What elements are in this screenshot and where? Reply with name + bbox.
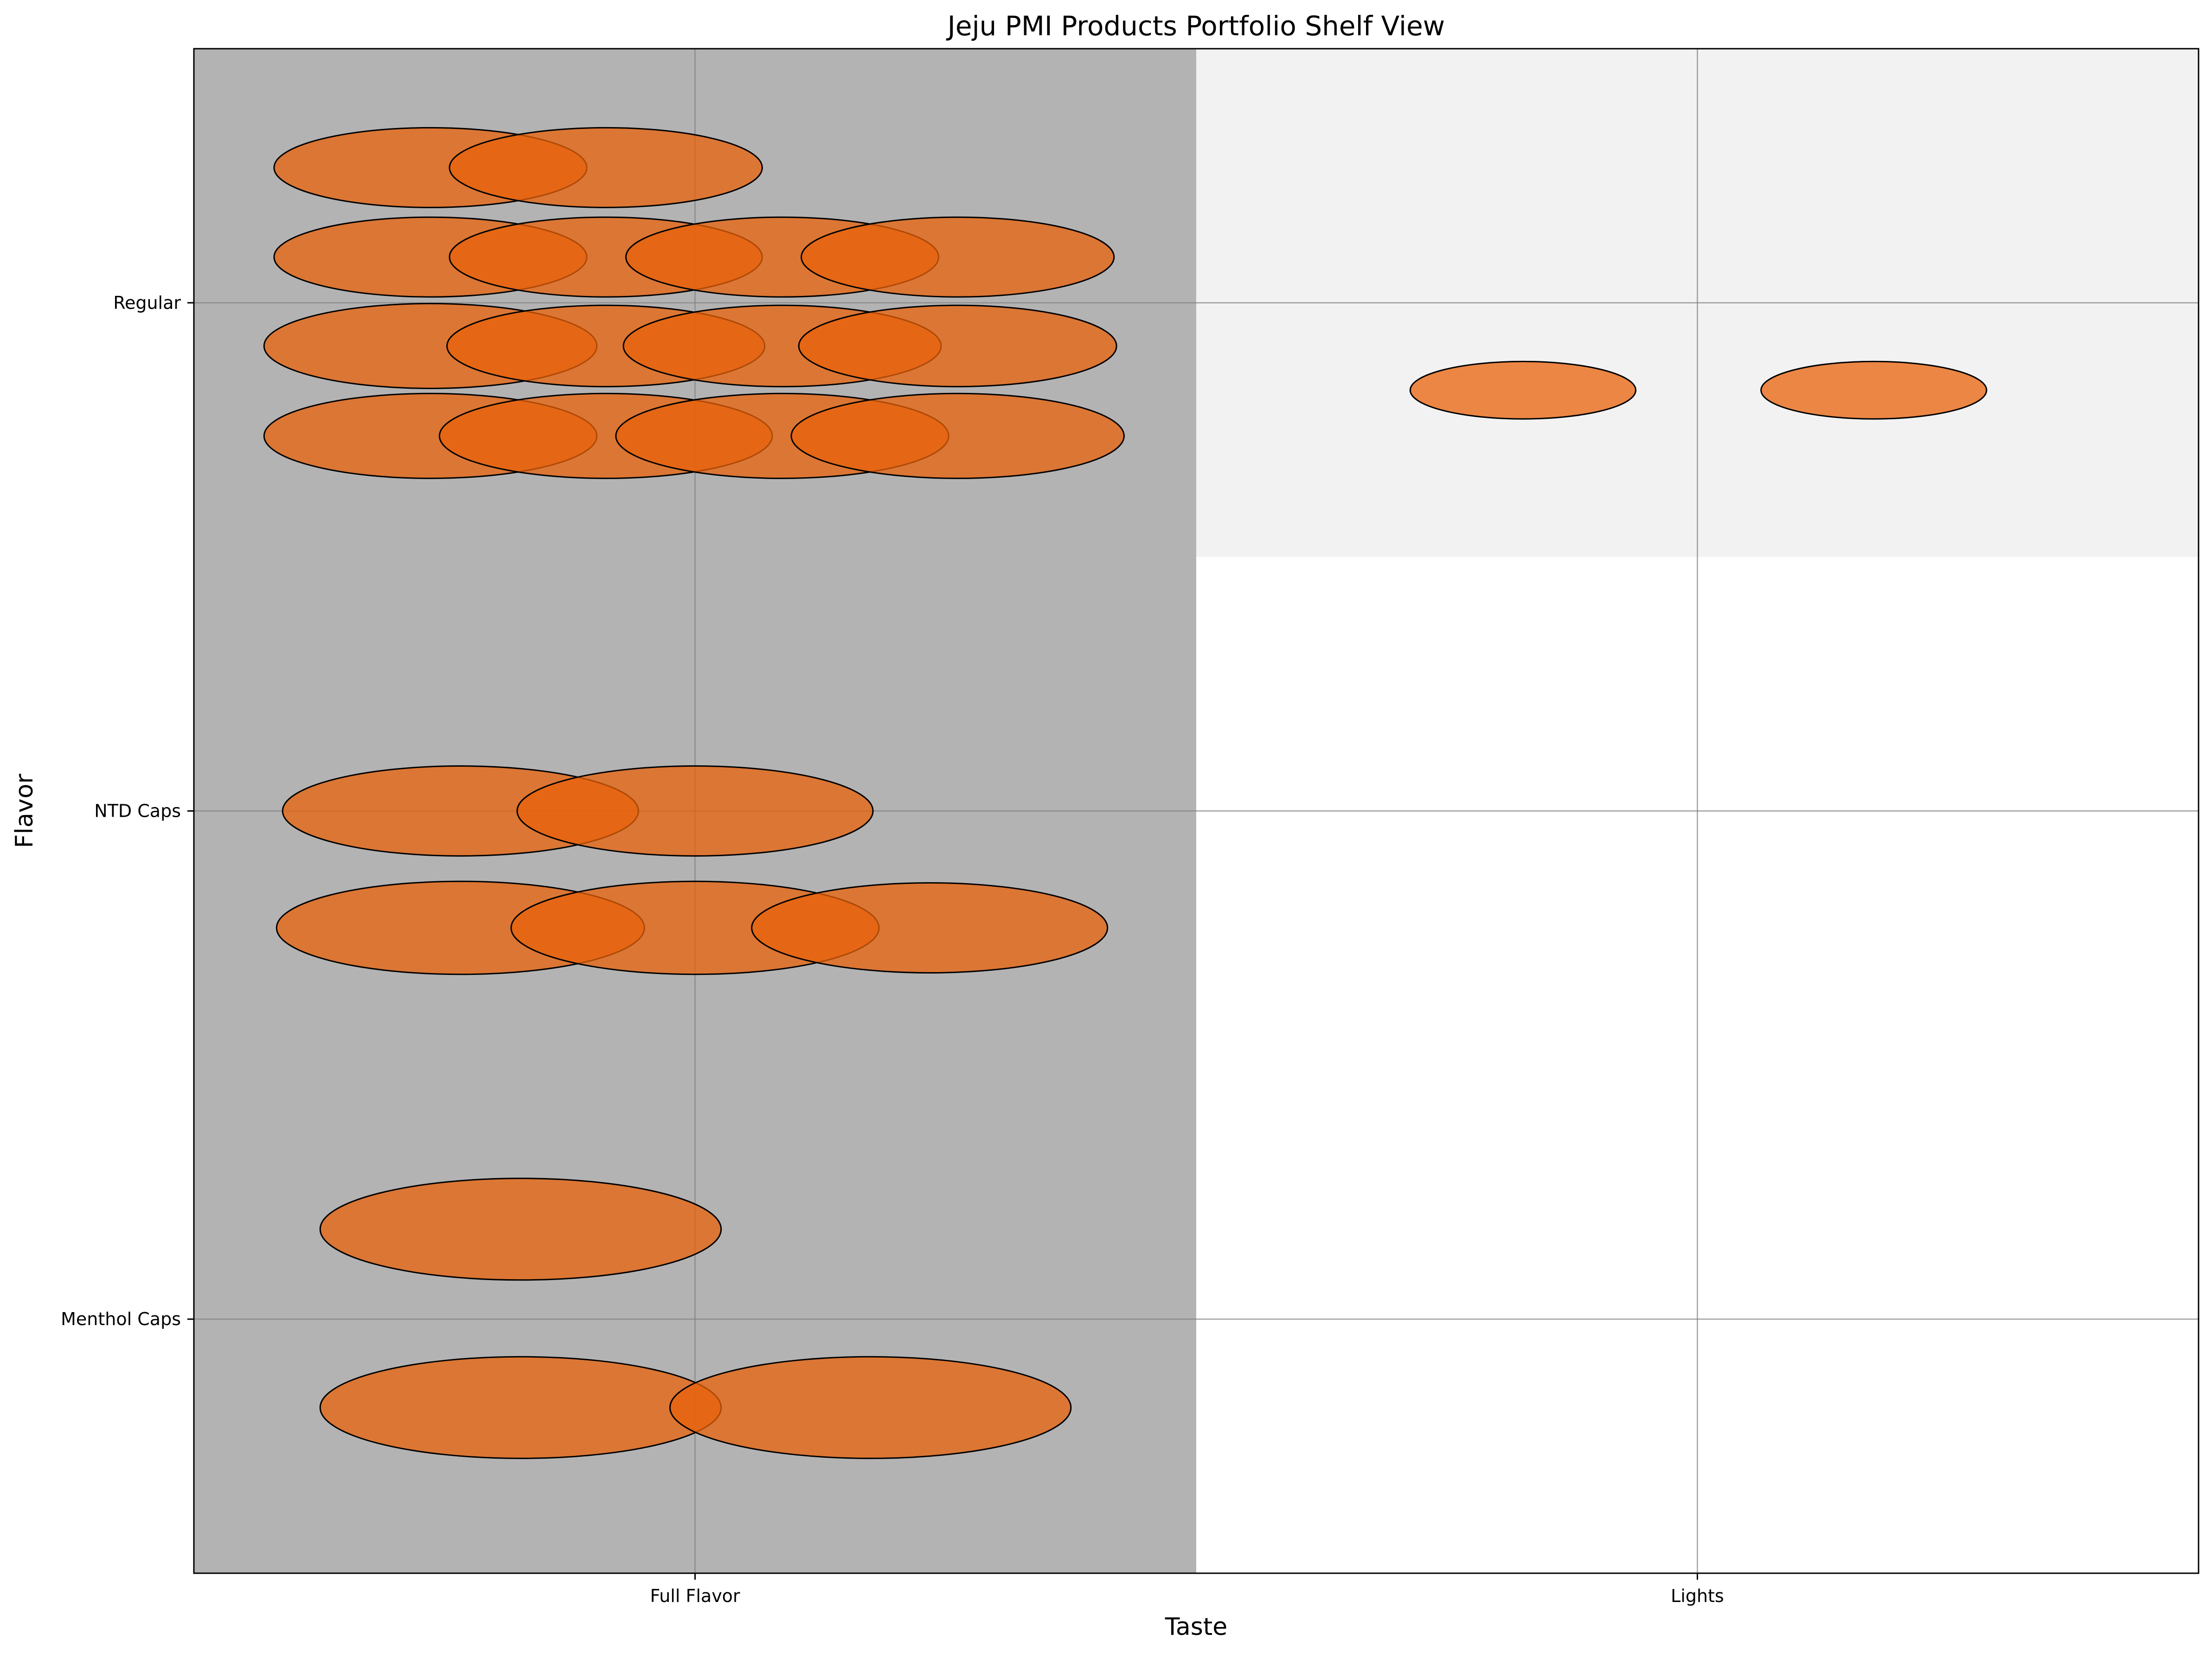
y-tick-label: NTD Caps bbox=[94, 801, 181, 821]
product-marker bbox=[1760, 360, 1988, 420]
product-marker bbox=[798, 304, 1117, 388]
product-marker bbox=[669, 1356, 1072, 1459]
y-axis-label: Flavor bbox=[11, 774, 38, 848]
product-marker bbox=[516, 765, 874, 857]
plot-area: Full Flavor Lights Menthol Caps NTD Caps Reg… bbox=[61, 48, 2199, 1606]
product-marker bbox=[319, 1178, 722, 1281]
product-marker bbox=[801, 216, 1115, 298]
chart-title: Jeju PMI Products Portfolio Shelf View bbox=[946, 10, 1445, 42]
y-tick-label: Regular bbox=[113, 293, 181, 313]
product-marker bbox=[449, 127, 763, 208]
product-marker bbox=[1409, 360, 1637, 420]
product-marker bbox=[319, 1356, 722, 1459]
product-marker bbox=[790, 392, 1125, 479]
x-tick-label: Full Flavor bbox=[650, 1586, 740, 1606]
x-axis-label: Taste bbox=[1165, 1613, 1228, 1641]
product-marker bbox=[751, 882, 1109, 974]
y-tick-label: Menthol Caps bbox=[61, 1309, 181, 1329]
x-tick-label: Lights bbox=[1671, 1586, 1724, 1606]
